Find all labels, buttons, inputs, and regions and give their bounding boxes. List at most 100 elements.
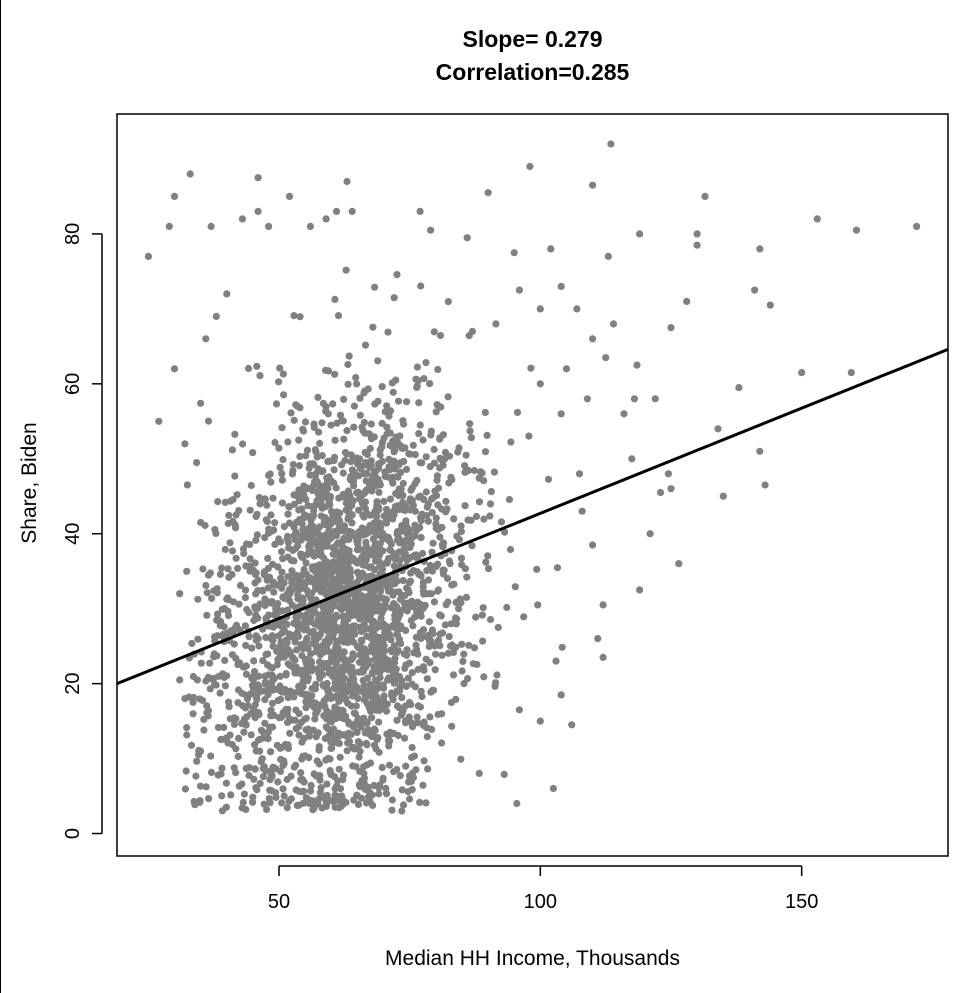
data-point bbox=[511, 583, 519, 591]
data-point bbox=[303, 643, 311, 651]
data-point bbox=[412, 375, 420, 383]
data-point bbox=[388, 806, 396, 814]
data-point bbox=[401, 537, 409, 545]
data-point bbox=[381, 704, 389, 713]
data-point bbox=[194, 635, 202, 643]
data-point bbox=[278, 548, 286, 556]
data-point bbox=[251, 765, 259, 773]
data-point bbox=[321, 503, 329, 511]
data-point bbox=[428, 508, 436, 517]
data-point bbox=[295, 731, 303, 739]
data-point bbox=[399, 498, 407, 506]
data-point bbox=[315, 428, 323, 436]
data-point bbox=[468, 542, 476, 550]
data-point bbox=[329, 574, 337, 583]
data-point bbox=[428, 548, 436, 556]
data-point bbox=[382, 505, 391, 513]
data-point bbox=[364, 726, 372, 734]
data-point bbox=[225, 573, 233, 581]
data-point bbox=[290, 416, 298, 424]
data-point bbox=[503, 603, 511, 612]
data-point bbox=[683, 297, 691, 305]
data-point bbox=[395, 534, 403, 542]
data-point bbox=[295, 682, 303, 691]
data-point bbox=[363, 741, 371, 749]
data-point bbox=[309, 548, 317, 557]
data-point bbox=[224, 612, 233, 620]
data-point bbox=[370, 781, 378, 790]
data-point bbox=[419, 663, 427, 671]
data-point bbox=[241, 704, 249, 712]
data-point bbox=[458, 667, 466, 675]
data-point bbox=[197, 518, 205, 527]
data-point bbox=[364, 385, 372, 393]
data-point bbox=[305, 731, 313, 740]
data-point bbox=[630, 395, 639, 403]
data-point bbox=[407, 719, 416, 727]
data-point bbox=[349, 497, 357, 505]
data-point bbox=[404, 674, 412, 682]
data-point bbox=[238, 215, 246, 223]
data-point bbox=[500, 770, 508, 779]
data-point bbox=[165, 222, 173, 230]
data-point bbox=[547, 245, 555, 253]
data-point bbox=[278, 499, 286, 507]
data-point bbox=[181, 695, 189, 703]
data-point bbox=[913, 222, 921, 230]
data-point bbox=[397, 624, 405, 632]
data-point bbox=[280, 391, 288, 399]
data-point bbox=[253, 786, 261, 794]
data-point bbox=[331, 436, 339, 444]
data-point bbox=[279, 761, 287, 770]
data-point bbox=[568, 721, 576, 729]
data-point bbox=[620, 410, 628, 418]
data-point bbox=[295, 620, 303, 628]
data-point bbox=[444, 598, 452, 606]
data-point bbox=[457, 522, 465, 530]
data-point bbox=[290, 312, 298, 320]
data-point bbox=[202, 783, 210, 791]
data-point bbox=[204, 417, 213, 425]
data-point bbox=[375, 519, 383, 527]
data-point bbox=[250, 657, 258, 665]
data-point bbox=[221, 605, 229, 613]
data-point bbox=[214, 723, 222, 732]
data-point bbox=[350, 473, 359, 481]
data-point bbox=[193, 757, 201, 765]
data-point bbox=[278, 743, 286, 751]
data-point bbox=[199, 565, 207, 573]
data-point bbox=[226, 539, 234, 547]
data-point bbox=[291, 634, 299, 642]
data-point bbox=[206, 659, 214, 667]
data-point bbox=[390, 679, 398, 687]
data-point bbox=[290, 557, 298, 565]
data-point bbox=[342, 499, 350, 507]
data-point bbox=[338, 664, 346, 672]
data-point bbox=[457, 755, 465, 763]
data-point bbox=[362, 718, 370, 726]
data-point bbox=[852, 226, 861, 234]
data-point bbox=[357, 608, 365, 616]
regression-line-layer bbox=[116, 347, 949, 686]
data-point bbox=[343, 177, 351, 186]
data-point bbox=[756, 447, 764, 455]
data-point bbox=[271, 540, 279, 549]
data-point bbox=[408, 534, 416, 542]
data-point bbox=[326, 767, 334, 775]
data-point bbox=[352, 374, 360, 382]
data-point bbox=[273, 647, 281, 655]
data-point bbox=[182, 767, 190, 775]
data-point bbox=[287, 409, 295, 417]
data-point bbox=[194, 595, 202, 603]
data-point bbox=[305, 618, 313, 626]
data-point bbox=[423, 567, 431, 575]
data-point bbox=[350, 402, 358, 410]
data-point bbox=[460, 650, 468, 658]
data-point bbox=[315, 760, 323, 768]
y-axis-label: Share, Biden bbox=[18, 422, 41, 544]
data-point bbox=[218, 792, 226, 800]
data-point bbox=[235, 659, 244, 667]
data-point bbox=[251, 559, 259, 567]
data-point bbox=[354, 570, 362, 578]
data-point bbox=[242, 805, 250, 814]
